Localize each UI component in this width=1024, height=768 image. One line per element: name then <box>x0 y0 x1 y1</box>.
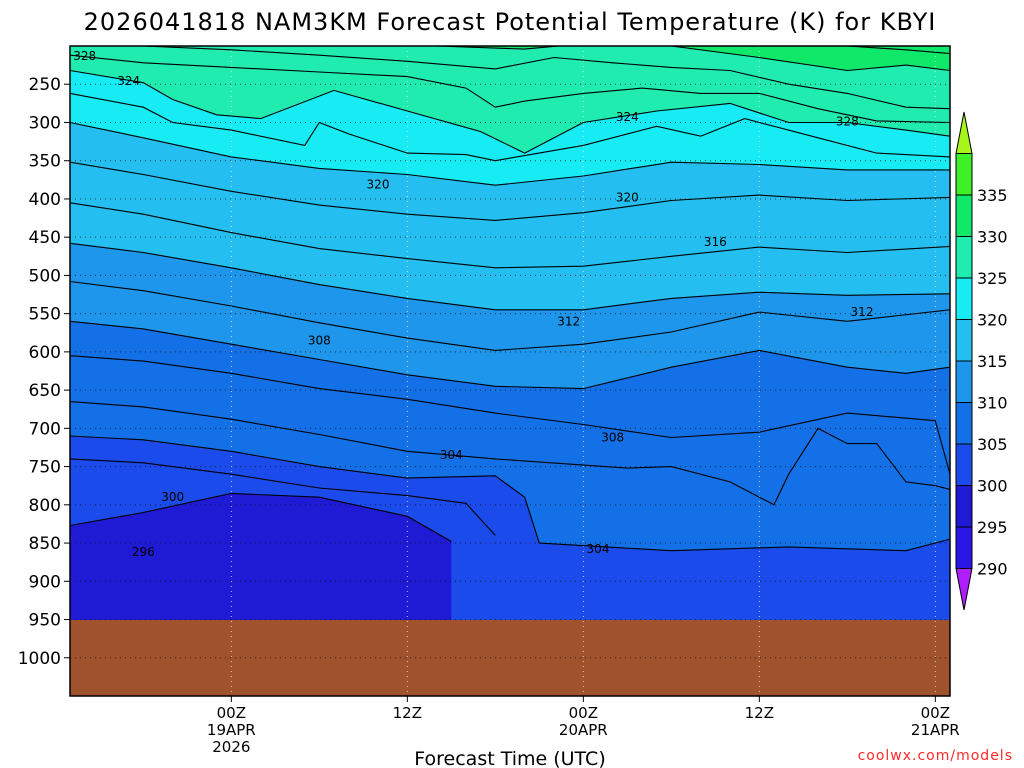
x-tick-label: 00Z <box>217 704 246 722</box>
contour-label-304: 304 <box>440 448 463 462</box>
y-tick-label: 900 <box>29 572 61 592</box>
y-tick-label: 800 <box>29 496 61 516</box>
colorbar-tick-label: 325 <box>977 269 1008 288</box>
contour-line-326 <box>70 54 950 124</box>
colorbar-swatch <box>955 360 973 403</box>
colorbar-tick-label: 320 <box>977 311 1008 330</box>
contour-label-328: 328 <box>73 49 96 63</box>
y-tick-label: 550 <box>29 305 61 325</box>
contour-lines <box>70 46 950 552</box>
colorbar-tick-label: 290 <box>977 560 1008 579</box>
x-tick-label: 12Z <box>393 704 422 722</box>
y-tick-label: 250 <box>29 75 61 95</box>
colorbar-swatch <box>955 194 973 237</box>
colorbar-swatch <box>955 319 973 362</box>
y-tick-label: 700 <box>29 419 61 439</box>
contour-line-322 <box>70 92 950 162</box>
chart-title: 2026041818 NAM3KM Forecast Potential Tem… <box>84 8 937 36</box>
colorbar-swatch <box>955 485 973 528</box>
x-tick-label: 19APR <box>207 721 256 739</box>
colorbar-tick-label: 300 <box>977 477 1008 496</box>
colorbar-swatch-high <box>955 111 973 154</box>
contour-label-316: 316 <box>704 235 727 249</box>
y-tick-label: 400 <box>29 190 61 210</box>
contour-label-324: 324 <box>117 74 140 88</box>
contour-line-316 <box>70 202 950 269</box>
colorbar-tick-label: 310 <box>977 394 1008 413</box>
contour-line-318 <box>70 161 950 221</box>
colorbar-tick-label: 315 <box>977 352 1008 371</box>
contour-line-328 <box>116 46 950 110</box>
colorbar-tick-label: 335 <box>977 186 1008 205</box>
colorbar-swatch <box>955 402 973 445</box>
colorbar-tick-label: 330 <box>977 228 1008 247</box>
x-tick-label: 2026 <box>212 738 250 756</box>
contour-line-320 <box>70 121 950 186</box>
credit-text: coolwx.com/models <box>858 748 1013 764</box>
grid-lines <box>70 46 950 696</box>
contour-line-310 <box>70 320 950 390</box>
contour-line-304 <box>70 435 950 552</box>
contour-line-324 <box>70 69 950 154</box>
colorbar: 290 295 300 305 310 315 320 325 330 335 <box>955 111 1008 611</box>
colorbar-swatch <box>955 277 973 320</box>
contour-label-320: 320 <box>616 190 639 204</box>
y-tick-label: 450 <box>29 228 61 248</box>
y-tick-label: 350 <box>29 152 61 172</box>
y-tick-label: 1000 <box>18 649 61 669</box>
contour-label-308: 308 <box>308 333 331 347</box>
contour-line-308 <box>70 355 950 475</box>
terrain-fill <box>70 620 950 696</box>
x-tick-label: 12Z <box>745 704 774 722</box>
contour-label-320: 320 <box>367 177 390 191</box>
contour-line-306 <box>70 401 950 506</box>
contour-label-312: 312 <box>557 314 580 328</box>
y-tick-label: 300 <box>29 113 61 133</box>
colorbar-swatch-low <box>955 568 973 611</box>
y-tick-label: 650 <box>29 381 61 401</box>
contour-label-296: 296 <box>132 545 155 559</box>
y-tick-label: 950 <box>29 611 61 631</box>
contour-line-302 <box>70 458 496 536</box>
x-tick-label: 20APR <box>559 721 608 739</box>
contour-line-300 <box>70 492 452 542</box>
x-axis-label: Forecast Time (UTC) <box>414 748 605 768</box>
contour-fills <box>70 46 950 696</box>
colorbar-swatch <box>955 153 973 196</box>
contour-label-308: 308 <box>601 431 624 445</box>
contour-line-314 <box>70 242 950 311</box>
colorbar-tick-label: 305 <box>977 435 1008 454</box>
y-tick-label: 750 <box>29 458 61 478</box>
contour-line-312 <box>70 280 950 351</box>
y-tick-label: 500 <box>29 266 61 286</box>
contour-label-304: 304 <box>587 542 610 556</box>
x-tick-label: 21APR <box>911 721 960 739</box>
contour-label-328: 328 <box>836 115 859 129</box>
y-tick-label: 850 <box>29 534 61 554</box>
contour-line-332 <box>839 46 950 55</box>
colorbar-swatch <box>955 526 973 569</box>
contour-label-312: 312 <box>851 305 874 319</box>
y-tick-label: 600 <box>29 343 61 363</box>
x-tick-label: 00Z <box>921 704 950 722</box>
x-tick-label: 00Z <box>569 704 598 722</box>
contour-label-300: 300 <box>161 490 184 504</box>
colorbar-swatch <box>955 443 973 486</box>
y-axis: 250 300 350 400 450 500 550 600 650 700 750 800 850 9… <box>18 75 70 669</box>
colorbar-tick-label: 295 <box>977 518 1008 537</box>
plot-frame <box>69 45 951 697</box>
contour-label-324: 324 <box>616 110 639 124</box>
colorbar-swatch <box>955 236 973 279</box>
